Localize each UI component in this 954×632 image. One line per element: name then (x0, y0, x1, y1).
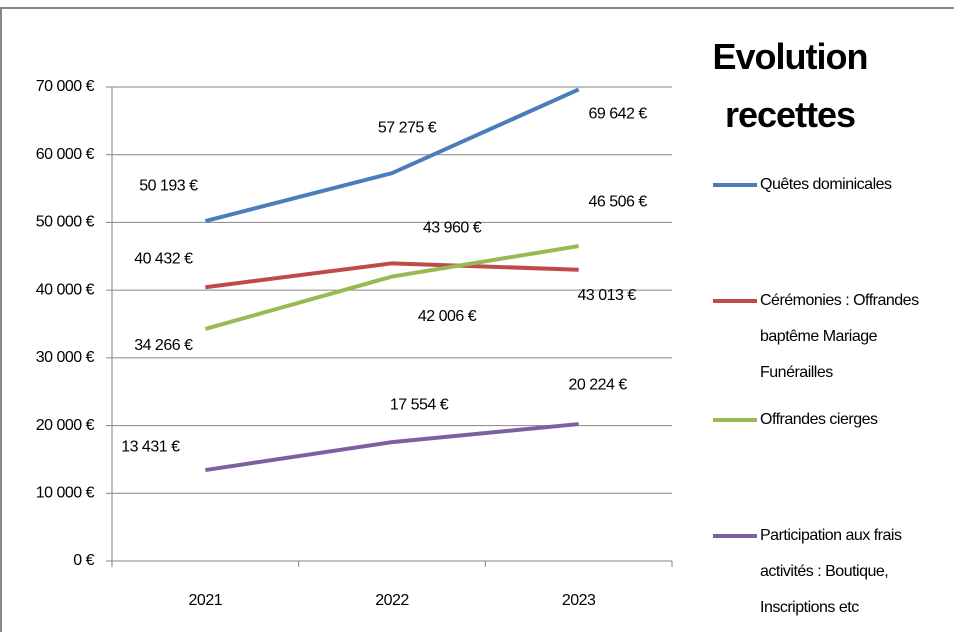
y-tick-label: 20 000 € (36, 417, 95, 434)
y-tick-label: 10 000 € (36, 485, 95, 502)
legend-label: Quêtes dominicales (760, 176, 892, 193)
data-label: 13 431 € (121, 438, 180, 455)
series-line (204, 87, 580, 224)
data-label: 57 275 € (378, 119, 437, 136)
data-label: 34 266 € (134, 337, 193, 354)
series-line (205, 261, 579, 290)
y-tick-label: 0 € (73, 552, 94, 569)
data-label: 40 432 € (134, 250, 193, 267)
data-label: 69 642 € (589, 106, 648, 123)
y-tick-label: 70 000 € (36, 78, 95, 95)
x-tick-label: 2022 (375, 592, 409, 609)
x-tick-label: 2021 (189, 592, 223, 609)
series-line (205, 422, 579, 473)
data-label: 50 193 € (139, 177, 198, 194)
legend-label: Cérémonies : Offrandes baptême Mariage F… (760, 292, 919, 381)
chart-title: Evolution recettes (712, 36, 869, 135)
data-label: 43 960 € (423, 220, 482, 237)
y-tick-label: 30 000 € (36, 349, 95, 366)
data-label: 42 006 € (418, 308, 477, 325)
legend-label: Participation aux frais activités : Bout… (760, 527, 902, 616)
data-label: 17 554 € (390, 396, 449, 413)
frame (0, 7, 954, 632)
y-tick-label: 50 000 € (36, 214, 95, 231)
x-tick-label: 2023 (562, 592, 596, 609)
data-label: 20 224 € (569, 376, 628, 393)
y-tick-label: 40 000 € (36, 281, 95, 298)
y-tick-label: 60 000 € (36, 146, 95, 163)
data-label: 46 506 € (589, 193, 648, 210)
data-label: 43 013 € (578, 287, 637, 304)
series-line (204, 244, 579, 331)
legend-label: Offrandes cierges (760, 411, 878, 428)
